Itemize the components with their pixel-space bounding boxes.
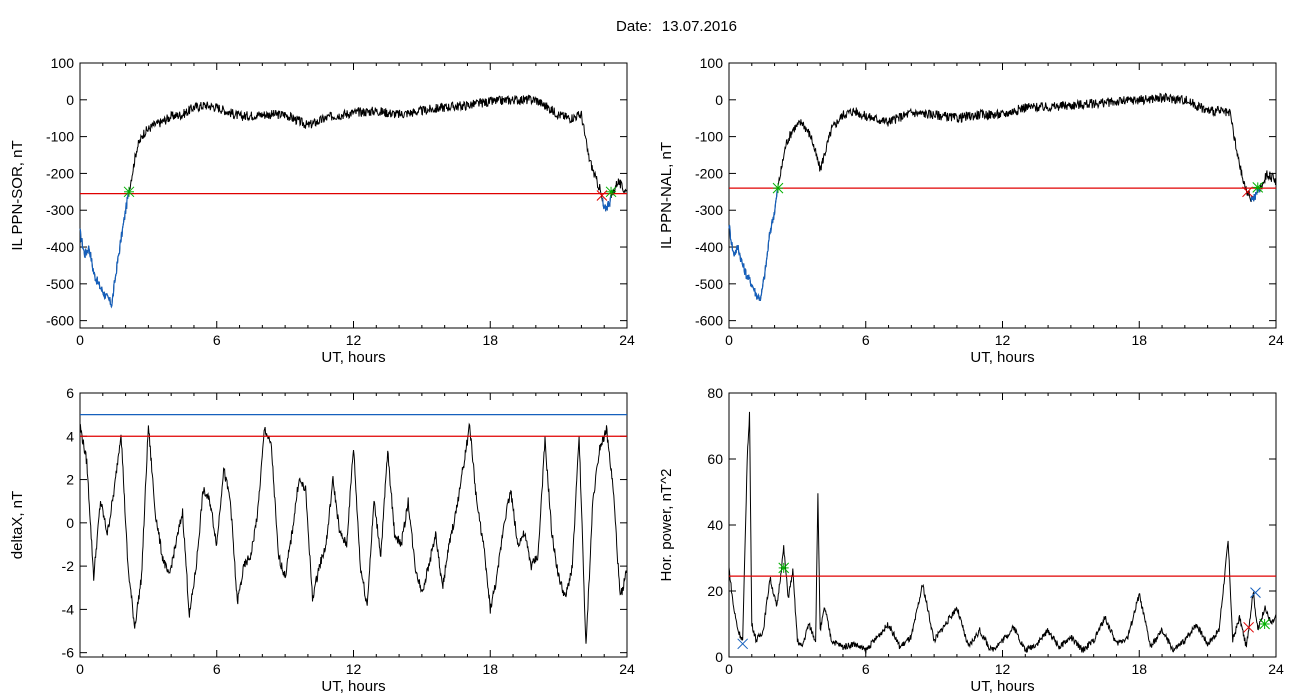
panel-deltax: 0 6 12 18 24 6 4 2 0 -2 -4 -6 UT, hours deltaX, nT <box>9 385 635 695</box>
event-marker-cross <box>737 638 749 650</box>
y-tick-label: -6 <box>62 645 75 661</box>
y-tick-label: -100 <box>46 129 74 145</box>
x-tick-label: 24 <box>619 332 635 348</box>
y-tick-label: -100 <box>695 129 723 145</box>
event-marker-asterisk <box>772 182 784 194</box>
y-tick-label: 0 <box>715 649 723 665</box>
y-axis-label: deltaX, nT <box>9 491 26 559</box>
chart-date-title: Date: 13.07.2016 <box>0 18 1300 35</box>
x-tick-label: 12 <box>346 661 362 677</box>
x-tick-label: 18 <box>482 661 498 677</box>
event-marker-asterisk <box>778 562 790 574</box>
event-marker-cross <box>1250 587 1261 599</box>
y-tick-label: -400 <box>46 239 74 255</box>
data-line-highlight-end <box>601 194 612 212</box>
y-tick-label: -2 <box>62 558 75 574</box>
y-tick-label: -500 <box>46 276 74 292</box>
data-line <box>79 94 628 309</box>
event-marker-asterisk <box>1259 618 1270 630</box>
event-marker-asterisk <box>1252 182 1264 193</box>
data-line-highlight <box>79 190 130 309</box>
y-tick-label: 20 <box>707 583 723 599</box>
y-tick-label: -400 <box>695 239 723 255</box>
data-line <box>728 92 1277 301</box>
x-tick-label: 12 <box>995 332 1011 348</box>
marker-stroke <box>737 638 749 650</box>
plot-frame <box>728 392 1277 658</box>
data-line-highlight-end <box>1250 187 1261 202</box>
panel-ppn-nal: 0 6 12 18 24 100 0 -100 -200 -300 -400 -500 -600 UT, … <box>658 55 1284 366</box>
date-value: 13.07.2016 <box>661 18 737 35</box>
y-tick-label: 4 <box>66 428 74 444</box>
data-line-highlight <box>728 190 779 301</box>
y-tick-label: 100 <box>51 55 75 71</box>
x-tick-label: 6 <box>213 661 221 677</box>
y-tick-label: -300 <box>695 202 723 218</box>
x-axis-label: UT, hours <box>970 349 1034 366</box>
marker-stroke <box>1242 186 1253 198</box>
x-axis-label: UT, hours <box>321 349 385 366</box>
y-tick-label: 2 <box>66 472 74 488</box>
x-tick-label: 24 <box>1268 332 1284 348</box>
event-marker-asterisk <box>123 186 135 198</box>
date-label: Date: <box>616 18 652 35</box>
x-tick-label: 12 <box>346 332 362 348</box>
y-tick-label: 60 <box>707 451 723 467</box>
x-tick-label: 24 <box>1268 661 1284 677</box>
x-tick-label: 6 <box>862 332 870 348</box>
y-tick-label: -500 <box>695 276 723 292</box>
data-line <box>728 411 1277 654</box>
x-tick-label: 18 <box>1131 332 1147 348</box>
x-tick-label: 0 <box>725 332 733 348</box>
x-tick-label: 6 <box>213 332 221 348</box>
marker-stroke <box>1243 621 1255 633</box>
y-tick-label: -600 <box>695 313 723 329</box>
event-marker-cross <box>1243 621 1255 633</box>
x-tick-label: 0 <box>725 661 733 677</box>
x-tick-label: 18 <box>1131 661 1147 677</box>
y-tick-label: 100 <box>700 55 724 71</box>
panel-ppn-sor: 0 6 12 18 24 100 0 -100 -200 -300 -400 -500 -600 UT, … <box>9 55 635 366</box>
x-tick-label: 6 <box>862 661 870 677</box>
y-tick-label: 6 <box>66 385 74 401</box>
marker-stroke <box>596 190 608 201</box>
plot-frame <box>79 392 628 658</box>
x-tick-label: 12 <box>995 661 1011 677</box>
y-tick-label: 0 <box>66 515 74 531</box>
marker-stroke <box>1250 587 1261 599</box>
panel-hor-power: 0 6 12 18 24 80 60 40 20 0 UT, hours Hor. power, nT… <box>658 385 1284 695</box>
x-tick-label: 0 <box>76 332 84 348</box>
y-axis-label: IL PPN-SOR, nT <box>9 140 26 250</box>
y-tick-label: 40 <box>707 517 723 533</box>
event-marker-asterisk <box>605 186 617 198</box>
y-tick-label: -4 <box>62 601 75 617</box>
y-tick-label: -200 <box>46 165 74 181</box>
y-tick-label: -200 <box>695 165 723 181</box>
x-tick-label: 18 <box>482 332 498 348</box>
y-tick-label: -600 <box>46 313 74 329</box>
y-tick-label: 0 <box>715 92 723 108</box>
data-line <box>79 422 628 644</box>
y-axis-label: Hor. power, nT^2 <box>658 469 675 582</box>
x-axis-label: UT, hours <box>970 678 1034 695</box>
x-axis-label: UT, hours <box>321 678 385 695</box>
x-tick-label: 0 <box>76 661 84 677</box>
y-tick-label: 0 <box>66 92 74 108</box>
y-tick-label: 80 <box>707 385 723 401</box>
x-tick-label: 24 <box>619 661 635 677</box>
event-marker-cross <box>1242 186 1253 198</box>
y-axis-label: IL PPN-NAL, nT <box>658 142 675 249</box>
y-tick-label: -300 <box>46 202 74 218</box>
event-marker-cross <box>596 190 608 201</box>
